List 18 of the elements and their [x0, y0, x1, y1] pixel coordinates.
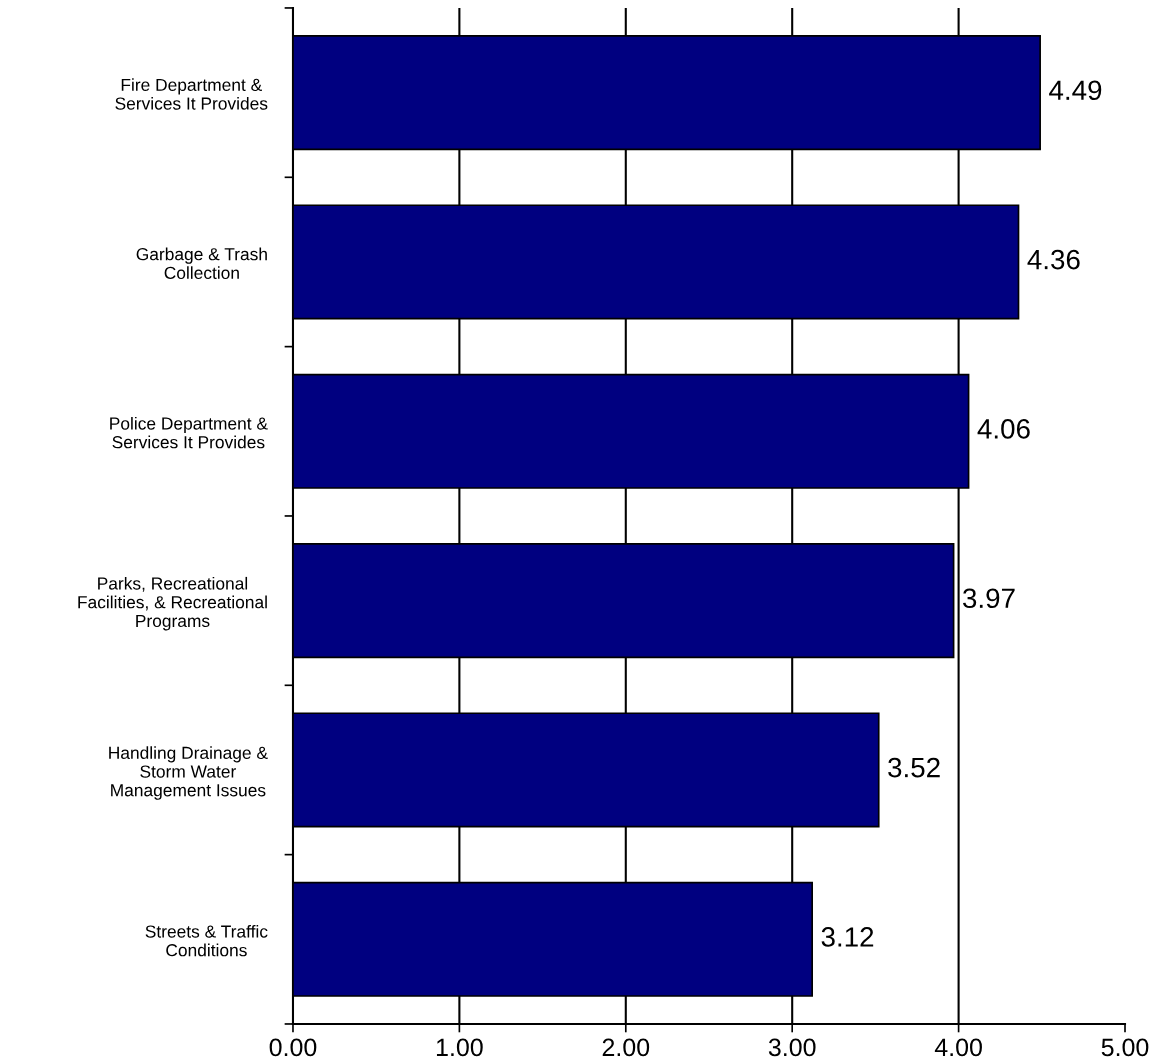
data-label: 4.49 [1049, 80, 1102, 101]
x-tick-label: 3.00 [768, 1038, 816, 1057]
data-label: 3.52 [888, 757, 940, 778]
x-tick-label: 0.00 [269, 1038, 317, 1057]
y-tick-label: Fire Department & Services It Provides [115, 78, 268, 110]
y-tick-label: Streets & Traffic Conditions [145, 924, 268, 957]
y-tick-label: Police Department & Services It Provides [110, 416, 268, 449]
x-tick-label: 5.00 [1101, 1038, 1149, 1057]
x-tick-label: 4.00 [934, 1038, 982, 1057]
data-label: 4.06 [977, 419, 1030, 439]
x-tick-label: 2.00 [602, 1038, 650, 1057]
y-tick-label: Parks, Recreational Facilities, & Recreational Programs [78, 576, 267, 631]
data-label: 3.97 [963, 588, 1015, 609]
y-tick-label: Handling Drainage & Storm Water Management Issues [109, 746, 268, 800]
data-label: 3.12 [821, 927, 874, 947]
y-tick-label: Garbage & Trash Collection [136, 247, 267, 280]
data-label: 4.36 [1027, 249, 1080, 270]
x-tick-label: 1.00 [436, 1038, 483, 1057]
